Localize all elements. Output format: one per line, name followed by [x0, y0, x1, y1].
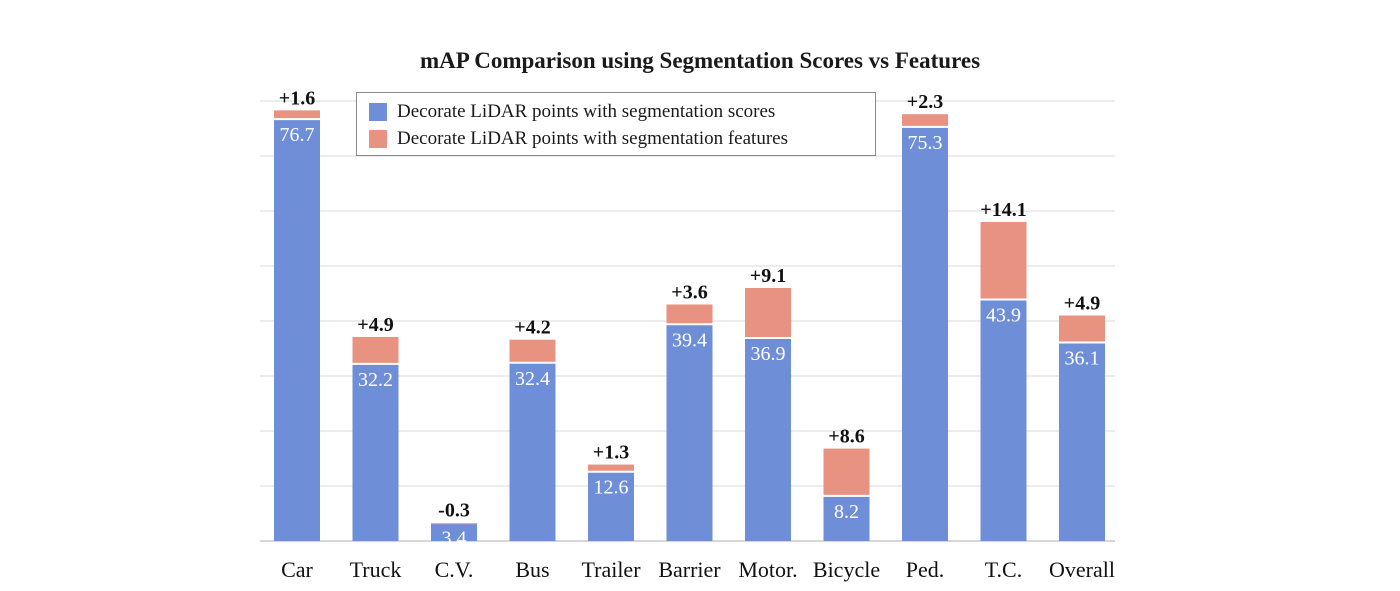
bar-features-delta-trailer	[588, 464, 634, 472]
bar-features-delta-barrier	[666, 304, 713, 325]
x-tick-label: Overall	[1049, 557, 1115, 582]
bar-features-delta-bus	[509, 339, 556, 363]
legend-swatch-scores	[369, 103, 387, 121]
bar-scores-bicycle	[823, 495, 870, 541]
bar-scores-motor	[745, 338, 791, 541]
bar-features-delta-tc	[980, 222, 1027, 300]
bar-features-delta-ped	[902, 114, 948, 127]
bar-features-delta-overall	[1059, 315, 1105, 343]
value-label-features-delta: +2.3	[907, 91, 943, 113]
bar-scores-trailer	[588, 471, 634, 541]
bar-scores-car	[274, 119, 320, 542]
bar-features-delta-bicycle	[823, 448, 870, 496]
value-label-features-delta: +1.3	[593, 442, 629, 464]
value-label-features-delta: +8.6	[828, 426, 864, 448]
value-label-features-delta: +4.9	[357, 314, 393, 336]
bar-scores-bus	[509, 362, 556, 541]
value-label-scores: 75.3	[908, 132, 943, 154]
x-tick-label: Bus	[515, 557, 549, 582]
value-label-scores: 76.7	[280, 124, 315, 146]
value-label-features-delta: +1.6	[279, 87, 315, 109]
value-label-features-delta: +3.6	[671, 282, 707, 304]
chart-legend: Decorate LiDAR points with segmentation …	[356, 92, 876, 156]
bar-scores-cv	[431, 522, 477, 541]
chart-title: mAP Comparison using Segmentation Scores…	[419, 48, 981, 73]
legend-entry-features: Decorate LiDAR points with segmentation …	[369, 128, 788, 150]
value-label-scores: 36.1	[1065, 347, 1100, 369]
value-label-scores: 12.6	[594, 477, 629, 499]
value-label-scores: 43.9	[986, 305, 1021, 327]
bar-scores-overall	[1059, 342, 1105, 541]
value-label-features-delta: +4.9	[1064, 293, 1100, 315]
x-tick-label: Truck	[350, 557, 402, 582]
value-label-features-delta: -0.3	[438, 499, 470, 521]
bar-features-delta-truck	[352, 336, 399, 364]
x-tick-label: C.V.	[435, 557, 474, 582]
legend-entry-scores: Decorate LiDAR points with segmentation …	[369, 101, 775, 123]
value-label-scores: 39.4	[672, 329, 707, 351]
value-label-scores: 32.4	[515, 368, 550, 390]
value-label-scores: 3.4	[442, 527, 467, 549]
x-tick-label: Ped.	[906, 557, 945, 582]
legend-label-scores: Decorate LiDAR points with segmentation …	[397, 101, 776, 122]
bar-features-delta-motor	[745, 288, 791, 339]
bar-features-delta-car	[274, 110, 320, 120]
value-label-features-delta: +4.2	[514, 317, 550, 339]
x-tick-label: Barrier	[658, 557, 721, 582]
x-tick-label: Motor.	[738, 557, 797, 582]
x-tick-label: Car	[281, 557, 313, 582]
x-tick-label: Trailer	[581, 557, 641, 582]
bar-scores-truck	[352, 363, 399, 541]
bar-scores-barrier	[666, 324, 713, 541]
legend-label-features: Decorate LiDAR points with segmentation …	[397, 128, 788, 149]
x-tick-label: Bicycle	[813, 557, 880, 582]
legend-swatch-features	[369, 130, 387, 148]
value-label-features-delta: +9.1	[750, 265, 786, 287]
value-label-scores: 32.2	[358, 369, 393, 391]
value-label-scores: 8.2	[834, 501, 859, 523]
value-label-scores: 36.9	[751, 343, 786, 365]
bar-scores-ped	[902, 126, 948, 541]
x-tick-label: T.C.	[985, 557, 1022, 582]
value-label-features-delta: +14.1	[980, 199, 1026, 221]
bar-scores-tc	[980, 299, 1027, 541]
